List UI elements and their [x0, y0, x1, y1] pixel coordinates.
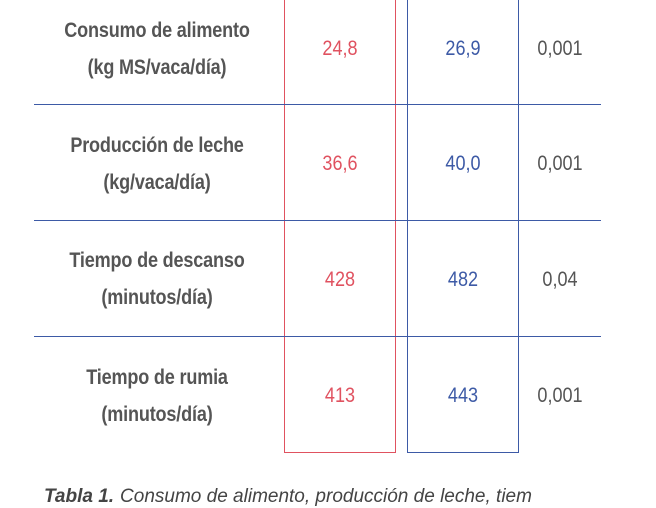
value-cell-red: 428	[324, 268, 356, 291]
row-label-line1: Consumo de alimento	[64, 19, 250, 42]
p-value-cell: 0,001	[537, 152, 583, 175]
row-label-line2: (kg/vaca/día)	[103, 171, 211, 194]
value-cell-red: 36,6	[322, 152, 358, 175]
row-label-line1: Tiempo de descanso	[69, 249, 245, 272]
row-divider	[34, 336, 601, 337]
p-value-cell: 0,04	[542, 268, 578, 291]
row-label: Tiempo de descanso (minutos/día)	[51, 242, 263, 316]
value-cell-blue: 26,9	[445, 37, 481, 60]
column-highlight-red	[284, 0, 396, 453]
row-label-line1: Producción de leche	[70, 134, 244, 157]
row-label: Tiempo de rumia (minutos/día)	[51, 359, 263, 433]
row-label-line1: Tiempo de rumia	[86, 366, 228, 389]
caption-text: Consumo de alimento, producción de leche…	[120, 486, 532, 507]
row-label: Consumo de alimento (kg MS/vaca/día)	[51, 12, 263, 86]
value-cell-blue: 443	[447, 384, 479, 407]
row-label-line2: (kg MS/vaca/día)	[87, 56, 227, 79]
row-label: Producción de leche (kg/vaca/día)	[51, 127, 263, 201]
p-value-cell: 0,001	[537, 384, 583, 407]
row-label-line2: (minutos/día)	[101, 286, 213, 309]
column-highlight-blue	[407, 0, 519, 453]
caption-label: Tabla 1.	[44, 486, 115, 507]
row-label-line2: (minutos/día)	[101, 403, 213, 426]
table-caption: Tabla 1. Consumo de alimento, producción …	[44, 486, 604, 508]
row-divider	[34, 104, 601, 105]
row-divider	[34, 220, 601, 221]
value-cell-blue: 482	[447, 268, 479, 291]
p-value-cell: 0,001	[537, 37, 583, 60]
value-cell-blue: 40,0	[445, 152, 481, 175]
value-cell-red: 24,8	[322, 37, 358, 60]
value-cell-red: 413	[324, 384, 356, 407]
